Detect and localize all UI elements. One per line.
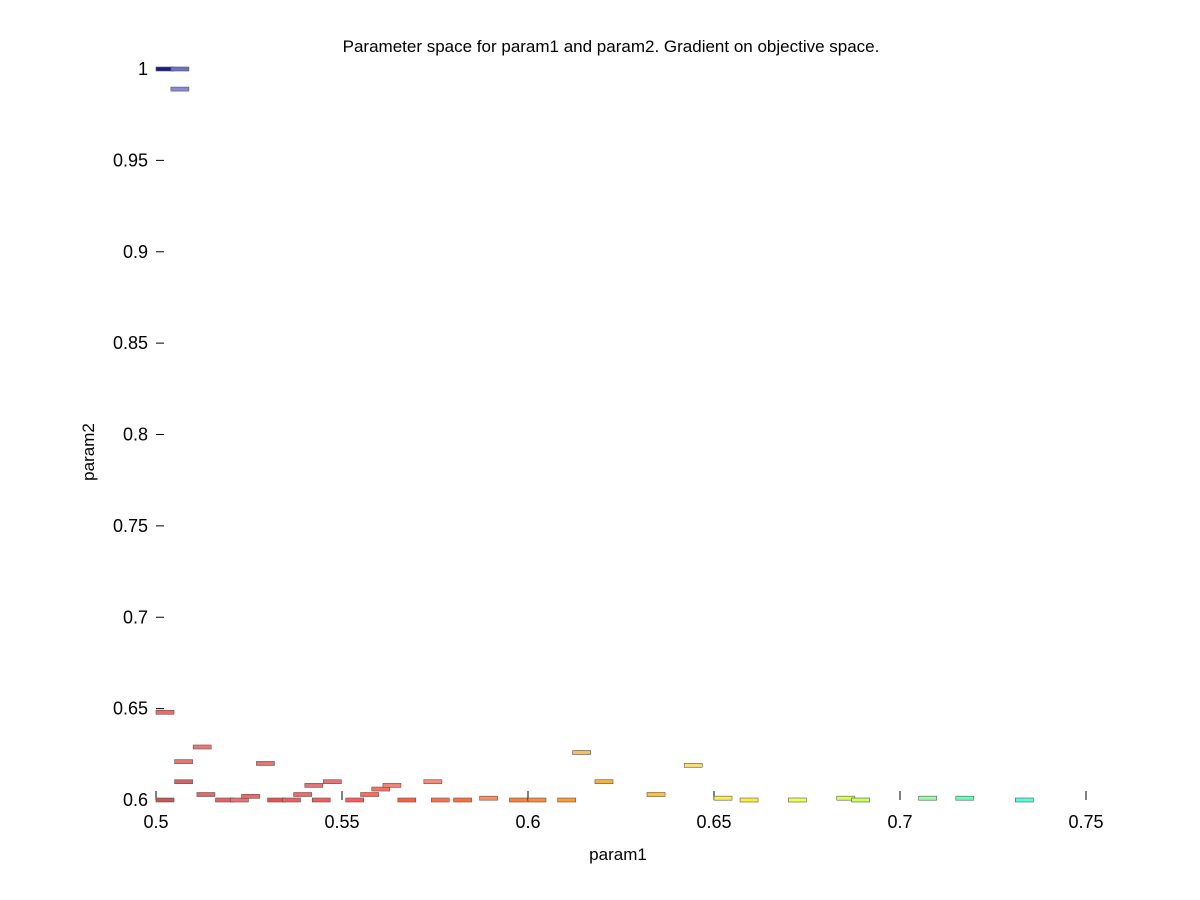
data-point xyxy=(155,797,175,803)
data-point xyxy=(192,744,212,750)
y-tick-label: 0.65 xyxy=(113,699,148,719)
x-tick-label: 0.6 xyxy=(515,812,540,832)
y-tick-label: 0.75 xyxy=(113,516,148,536)
data-point xyxy=(196,792,216,797)
data-point xyxy=(241,794,260,799)
data-point xyxy=(293,792,312,797)
data-point xyxy=(713,795,733,801)
data-point xyxy=(557,797,577,803)
data-point xyxy=(423,779,443,785)
x-tick-label: 0.65 xyxy=(696,812,731,832)
y-axis: 0.6 0.65 0.7 0.75 0.8 0.85 0.9 0.95 1 xyxy=(113,59,164,810)
data-point xyxy=(174,779,193,785)
data-point xyxy=(371,786,391,792)
x-tick-label: 0.55 xyxy=(324,812,359,832)
data-point xyxy=(382,783,402,788)
y-tick-label: 0.95 xyxy=(113,150,148,170)
data-point xyxy=(851,797,870,803)
data-point xyxy=(311,797,331,803)
y-tick-label: 0.85 xyxy=(113,333,148,353)
data-point xyxy=(955,795,975,801)
data-point xyxy=(256,761,275,766)
data-point xyxy=(572,750,591,755)
data-point xyxy=(155,709,175,715)
chart-title: Parameter space for param1 and param2. G… xyxy=(343,37,880,56)
data-point xyxy=(304,783,324,788)
y-tick-label: 0.8 xyxy=(123,425,148,445)
data-point xyxy=(230,797,249,803)
x-tick-label: 0.5 xyxy=(143,812,168,832)
data-point xyxy=(430,797,450,803)
data-point xyxy=(174,759,193,764)
data-point xyxy=(479,795,498,801)
data-point xyxy=(282,797,301,803)
data-point xyxy=(453,797,472,803)
data-point xyxy=(170,66,190,72)
data-point xyxy=(509,797,528,803)
data-points xyxy=(155,66,1034,803)
data-point xyxy=(683,762,703,768)
data-point xyxy=(918,795,937,801)
data-point xyxy=(739,797,759,803)
data-point xyxy=(594,779,614,785)
x-axis-label: param1 xyxy=(589,845,647,864)
y-tick-label: 0.7 xyxy=(123,607,148,627)
data-point xyxy=(1015,797,1034,803)
data-point xyxy=(360,792,379,797)
data-point xyxy=(788,797,807,803)
data-point xyxy=(170,86,190,92)
y-tick-label: 0.9 xyxy=(123,242,148,262)
data-point xyxy=(527,797,547,803)
data-point xyxy=(397,797,417,803)
data-point xyxy=(323,779,342,785)
y-tick-label: 0.6 xyxy=(123,790,148,810)
data-point xyxy=(646,792,666,797)
x-tick-label: 0.75 xyxy=(1068,812,1103,832)
data-point xyxy=(345,797,365,803)
y-axis-label: param2 xyxy=(79,423,98,481)
y-tick-label: 1 xyxy=(138,59,148,79)
x-tick-label: 0.7 xyxy=(887,812,912,832)
x-axis: 0.5 0.55 0.6 0.65 0.7 0.75 xyxy=(143,791,1104,832)
